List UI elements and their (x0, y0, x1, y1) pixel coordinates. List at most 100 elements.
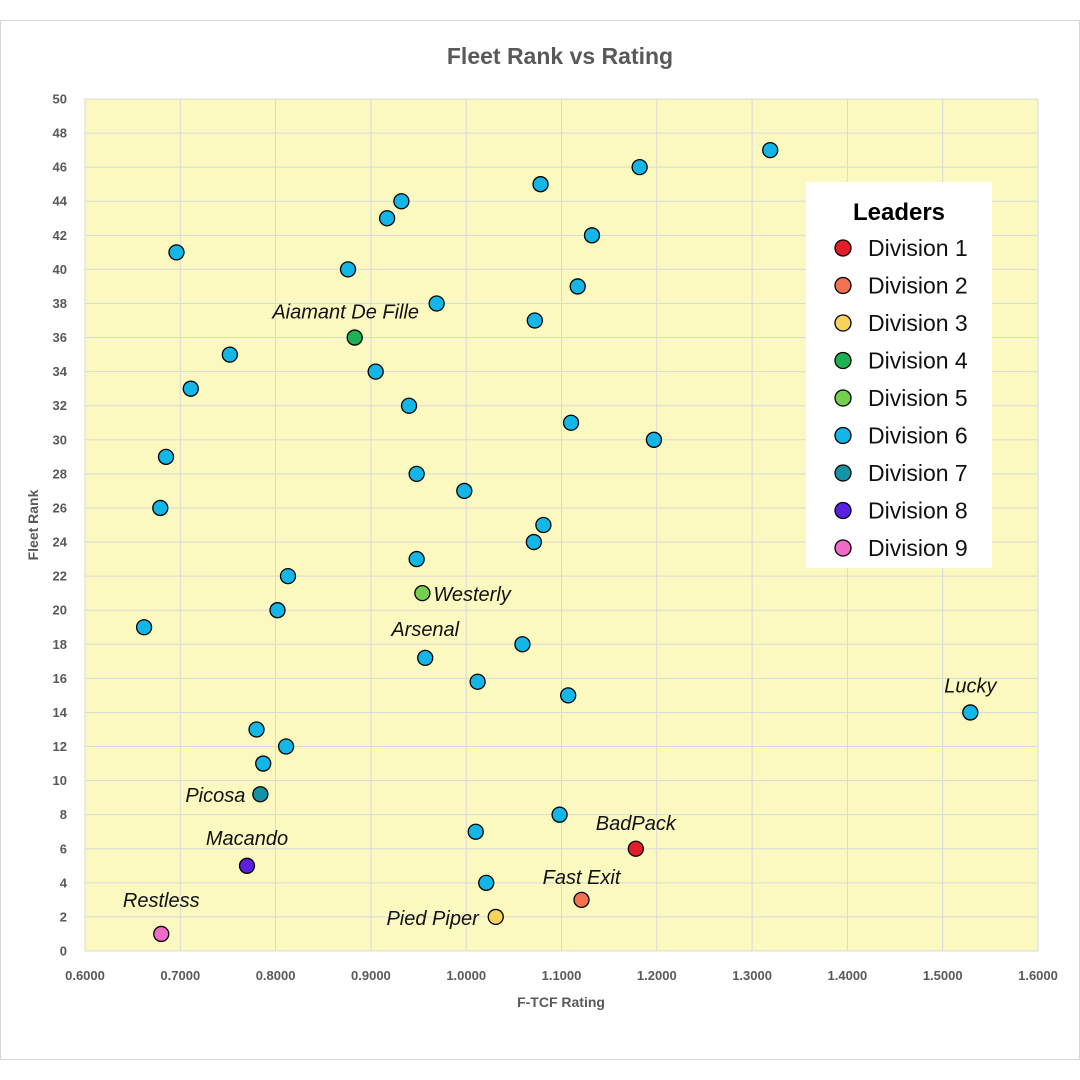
x-tick-label: 1.1000 (542, 968, 582, 983)
data-point-division-6 (478, 874, 495, 891)
point-labels: Arsenal Lucky BadPack Fast Exit Pied Piper Ai… (123, 302, 998, 930)
y-tick-label: 18 (53, 637, 67, 652)
data-point-division-6 (456, 482, 473, 500)
data-point-division-4 (346, 329, 363, 346)
data-point-division-6 (583, 227, 601, 244)
data-point-division-6 (393, 193, 410, 210)
data-point-division-2 (573, 891, 590, 909)
y-tick-label: 42 (53, 228, 67, 243)
data-point-division-6 (367, 363, 384, 380)
y-tick-label: 44 (53, 194, 68, 209)
data-point-division-6 (135, 619, 153, 636)
x-tick-label: 1.5000 (923, 968, 963, 983)
data-point-division-6 (551, 806, 568, 823)
y-tick-label: 34 (53, 364, 68, 379)
legend-marker (834, 351, 852, 370)
x-tick-label: 0.6000 (65, 968, 105, 983)
data-point-division-6 (279, 567, 297, 585)
point-label: Restless (123, 890, 200, 912)
legend-marker (834, 276, 852, 295)
data-point-division-6 (408, 550, 425, 568)
legend-label: Division 1 (868, 235, 968, 261)
y-tick-label: 50 (53, 92, 67, 107)
data-point-division-6 (269, 602, 286, 619)
legend-label: Division 2 (868, 273, 968, 299)
data-point-division-6 (962, 704, 979, 721)
point-label: Aiamant De Fille (271, 302, 419, 324)
data-point-division-3 (487, 908, 504, 926)
data-point-division-6 (469, 673, 486, 690)
data-point-division-7 (252, 786, 269, 803)
y-tick-label: 36 (53, 330, 67, 345)
legend-marker (834, 389, 852, 407)
data-point-division-6 (277, 738, 295, 755)
y-tick-label: 12 (53, 739, 67, 754)
point-label: BadPack (596, 813, 677, 835)
y-tick-label: 4 (60, 875, 68, 890)
y-tick-label: 38 (53, 296, 67, 311)
y-tick-label: 48 (53, 126, 67, 141)
chart-title: Fleet Rank vs Rating (447, 43, 673, 69)
y-tick-label: 26 (53, 500, 67, 515)
y-tick-label: 30 (53, 432, 67, 447)
data-points (135, 141, 979, 943)
data-point-division-6 (400, 397, 418, 414)
point-label: Picosa (185, 785, 245, 807)
data-point-division-6 (467, 823, 484, 840)
data-point-division-6 (645, 431, 663, 448)
legend-marker (834, 539, 852, 557)
gridlines (84, 98, 1039, 952)
data-point-division-6 (408, 465, 425, 483)
y-axis-title: Fleet Rank (25, 489, 41, 560)
data-point-division-6 (526, 312, 543, 329)
legend-label: Division 4 (868, 348, 968, 374)
data-point-division-6 (339, 261, 357, 278)
x-axis-ticks: 0.6000 0.7000 0.8000 0.9000 1.0000 1.1000 1.20… (65, 968, 1058, 983)
legend-marker (834, 501, 852, 520)
y-tick-label: 0 (60, 944, 67, 959)
legend-label: Division 3 (868, 310, 968, 336)
x-tick-label: 1.3000 (732, 968, 772, 983)
data-point-division-6 (560, 687, 577, 704)
legend-entries: Division 1 Division 2 Division 3 Division 4… (834, 235, 968, 561)
data-point-division-6 (248, 721, 265, 738)
legend-marker (834, 239, 852, 257)
point-label: Lucky (944, 675, 997, 697)
data-point-division-6 (152, 499, 169, 517)
legend-label: Division 9 (868, 535, 968, 561)
data-point-division-6 (182, 380, 199, 397)
legend-label: Division 8 (868, 498, 968, 524)
y-tick-label: 2 (60, 909, 67, 924)
y-axis-ticks: 0246810121416182022242628303234363840424… (53, 92, 68, 959)
data-point-division-6 (417, 649, 434, 667)
x-tick-label: 1.0000 (446, 968, 486, 983)
y-tick-label: 22 (53, 569, 67, 584)
legend-marker (834, 464, 852, 482)
y-tick-label: 28 (53, 466, 67, 481)
legend-label: Division 6 (868, 423, 968, 449)
legend-label: Division 5 (868, 385, 968, 411)
point-label: Arsenal (390, 619, 459, 641)
data-point-division-6 (157, 448, 175, 465)
legend-label: Division 7 (868, 460, 968, 486)
data-point-division-6 (255, 755, 272, 772)
data-point-division-6 (525, 533, 543, 551)
y-tick-label: 24 (53, 535, 68, 550)
y-tick-label: 46 (53, 160, 67, 175)
y-tick-label: 20 (53, 603, 67, 618)
data-point-division-6 (514, 636, 531, 653)
data-point-division-6 (378, 210, 396, 227)
data-point-division-6 (631, 159, 648, 176)
data-point-division-8 (238, 857, 256, 874)
data-point-division-1 (627, 840, 644, 857)
x-tick-label: 1.4000 (828, 968, 868, 983)
x-axis-title: F-TCF Rating (517, 994, 605, 1010)
point-label: Macando (206, 828, 288, 850)
data-point-division-9 (153, 925, 170, 943)
y-tick-label: 16 (53, 671, 67, 686)
data-point-division-6 (428, 295, 445, 312)
y-tick-label: 40 (53, 262, 67, 277)
point-label: Westerly (433, 584, 511, 606)
point-label: Fast Exit (543, 867, 622, 889)
